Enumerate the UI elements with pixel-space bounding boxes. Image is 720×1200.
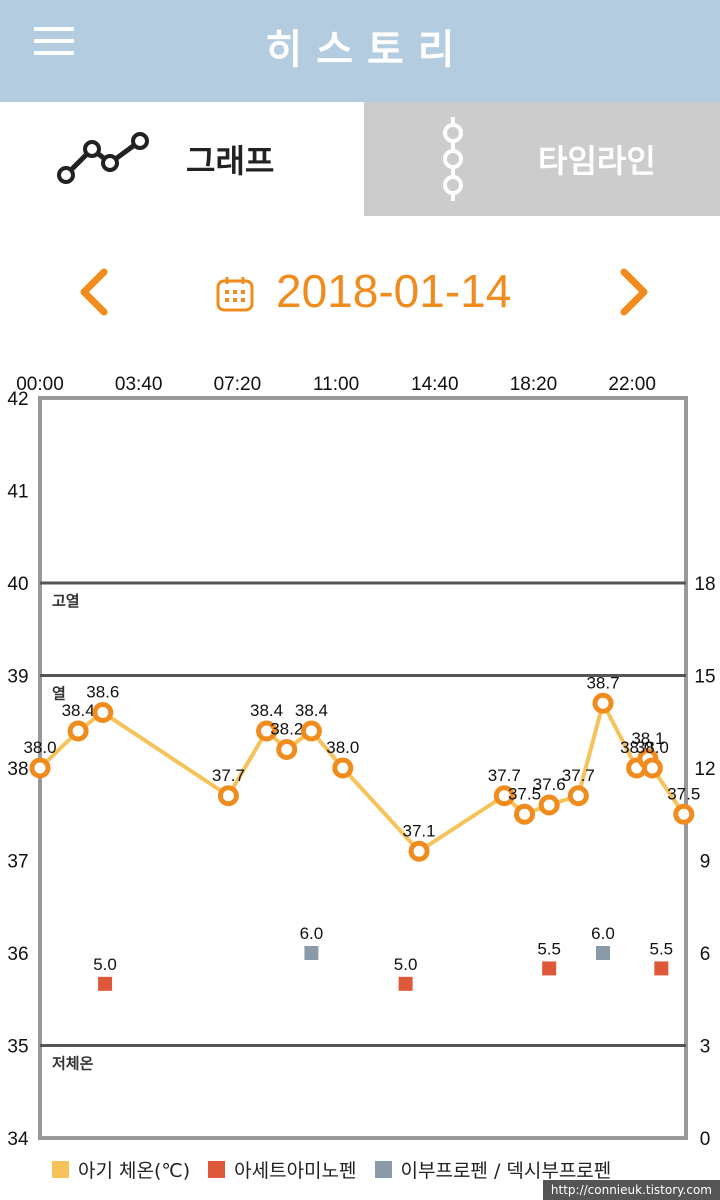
y-left-tick-label: 42 xyxy=(7,389,28,410)
chevron-right-icon[interactable] xyxy=(616,266,652,318)
temperature-point xyxy=(673,803,695,825)
acetaminophen-dose-marker xyxy=(98,976,113,991)
y-right-tick-label: 12 xyxy=(694,759,715,780)
ibuprofen-dose-marker xyxy=(304,946,319,960)
reference-line-label: 고열 xyxy=(52,593,80,610)
chevron-left-icon[interactable] xyxy=(76,266,112,318)
hamburger-menu-icon[interactable] xyxy=(34,27,74,59)
temperature-point xyxy=(92,702,114,723)
line-graph-icon xyxy=(57,132,149,184)
date-navigator: 2018-01-14 xyxy=(0,250,720,336)
y-left-tick-label: 40 xyxy=(7,574,28,595)
legend-swatch xyxy=(208,1161,226,1178)
y-left-tick-label: 35 xyxy=(7,1037,28,1058)
y-left-tick-label: 34 xyxy=(7,1129,29,1150)
acetaminophen-data-label: 5.5 xyxy=(650,939,674,958)
y-right-tick-label: 9 xyxy=(700,852,711,873)
x-tick-label: 03:40 xyxy=(115,374,163,395)
chart-legend: 아기 체온(℃) 아세트아미노펜 이부프로펜 / 덱시부프로펜 xyxy=(52,1156,629,1183)
temperature-data-label: 37.7 xyxy=(488,766,521,785)
temperature-point xyxy=(641,757,663,779)
temperature-data-label: 38.2 xyxy=(270,720,303,739)
tab-timeline[interactable]: 타임라인 xyxy=(364,102,720,216)
temperature-data-label: 37.5 xyxy=(508,784,541,803)
tab-graph-label: 그래프 xyxy=(186,142,275,180)
y-right-tick-label: 18 xyxy=(694,574,715,595)
temperature-point xyxy=(538,794,560,816)
temperature-point xyxy=(567,785,589,807)
ibuprofen-data-label: 6.0 xyxy=(300,924,324,943)
y-right-tick-label: 15 xyxy=(694,667,715,688)
temperature-point xyxy=(592,692,614,714)
temperature-data-label: 38.4 xyxy=(295,701,328,720)
calendar-icon[interactable] xyxy=(216,276,254,312)
temperature-data-label: 38.0 xyxy=(23,738,56,757)
temperature-data-label: 38.7 xyxy=(586,673,619,692)
temperature-point xyxy=(332,757,354,779)
acetaminophen-dose-marker xyxy=(542,961,557,976)
temperature-data-label: 37.5 xyxy=(667,784,700,803)
acetaminophen-data-label: 5.5 xyxy=(537,939,561,958)
y-left-tick-label: 41 xyxy=(7,482,28,503)
reference-line-label: 열 xyxy=(52,686,66,703)
current-date[interactable]: 2018-01-14 xyxy=(276,265,512,317)
temperature-point xyxy=(256,720,278,742)
temperature-point xyxy=(276,739,298,760)
x-tick-label: 07:20 xyxy=(214,374,262,395)
y-right-tick-label: 6 xyxy=(700,944,711,965)
temperature-point xyxy=(408,840,430,862)
temperature-data-label: 38.1 xyxy=(631,729,664,748)
temperature-point xyxy=(300,720,322,742)
legend-swatch xyxy=(374,1161,392,1178)
temperature-point xyxy=(67,720,89,742)
temperature-data-label: 37.6 xyxy=(533,775,566,794)
acetaminophen-data-label: 5.0 xyxy=(394,955,418,974)
temperature-data-label: 37.7 xyxy=(212,766,245,785)
legend-item: 아기 체온(℃) xyxy=(52,1156,190,1183)
legend-label: 아세트아미노펜 xyxy=(234,1160,357,1182)
x-tick-label: 14:40 xyxy=(411,374,459,395)
y-left-tick-label: 38 xyxy=(7,759,28,780)
acetaminophen-dose-marker xyxy=(398,976,413,991)
temperature-data-label: 38.6 xyxy=(86,683,119,702)
temperature-data-label: 38.4 xyxy=(250,701,283,720)
watermark: http://connieuk.tistory.com xyxy=(542,1180,720,1200)
app-header: 히스토리 xyxy=(0,0,720,102)
y-left-tick-label: 36 xyxy=(7,944,28,965)
y-left-tick-label: 37 xyxy=(7,852,28,873)
legend-item: 아세트아미노펜 xyxy=(208,1156,357,1183)
view-tabs: 그래프 타임라인 xyxy=(0,102,720,216)
tab-timeline-label: 타임라인 xyxy=(538,142,656,180)
temperature-data-label: 37.1 xyxy=(403,821,436,840)
reference-line-label: 저체온 xyxy=(52,1056,94,1073)
y-right-tick-label: 0 xyxy=(700,1129,711,1150)
page-title: 히스토리 xyxy=(265,27,469,73)
legend-label: 아기 체온(℃) xyxy=(78,1160,191,1182)
temperature-data-label: 38.4 xyxy=(62,701,95,720)
ibuprofen-dose-marker xyxy=(596,946,611,960)
temperature-point xyxy=(493,785,515,807)
temperature-data-label: 38.0 xyxy=(326,738,359,757)
tab-graph[interactable]: 그래프 xyxy=(0,102,364,216)
ibuprofen-data-label: 6.0 xyxy=(591,924,615,943)
y-right-tick-label: 3 xyxy=(700,1037,711,1058)
legend-label: 이부프로펜 / 덱시부프로펜 xyxy=(400,1160,612,1182)
y-left-tick-label: 39 xyxy=(7,667,28,688)
temperature-data-label: 37.7 xyxy=(562,766,595,785)
temperature-point xyxy=(29,757,51,779)
acetaminophen-data-label: 5.0 xyxy=(93,955,117,974)
x-tick-label: 00:00 xyxy=(16,374,64,395)
x-tick-label: 22:00 xyxy=(608,374,656,395)
legend-swatch xyxy=(52,1161,69,1178)
x-tick-label: 18:20 xyxy=(510,374,558,395)
legend-item: 이부프로펜 / 덱시부프로펜 xyxy=(374,1156,612,1183)
x-tick-label: 11:00 xyxy=(313,374,359,395)
timeline-icon xyxy=(443,117,463,201)
temperature-point xyxy=(514,803,535,825)
temperature-data-label: 38.0 xyxy=(636,738,669,757)
acetaminophen-dose-marker xyxy=(654,961,669,976)
temperature-point xyxy=(217,785,239,807)
